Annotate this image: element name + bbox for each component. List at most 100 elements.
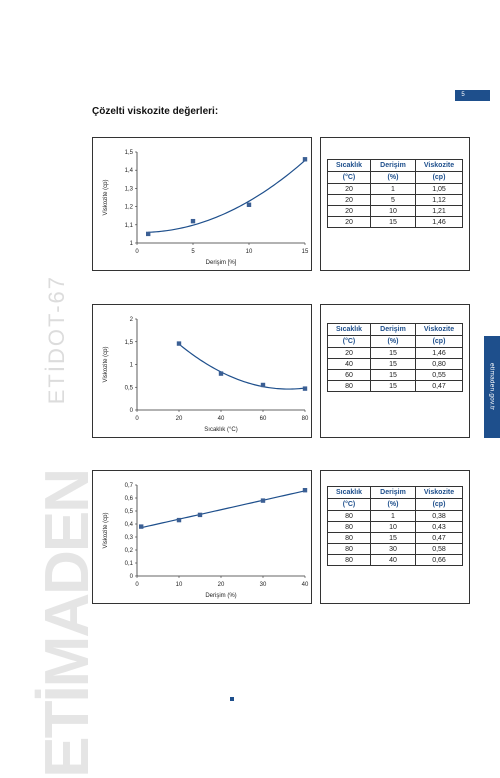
table-box-3: Sıcaklık Derişim Viskozite (°C) (%) (cp) 80 1 0,… <box>320 470 470 604</box>
y-tick-label: 0,1 <box>125 561 134 567</box>
data-point <box>176 341 182 346</box>
page-marker <box>230 697 234 701</box>
table-row: 20 5 1,12 <box>327 194 463 206</box>
table-cell: 15 <box>370 358 416 370</box>
trendline <box>178 343 306 390</box>
product-name-watermark: ETİDOT-67 <box>44 275 69 405</box>
column-header: Viskozite <box>415 159 463 172</box>
y-tick-label: 1,1 <box>125 223 134 229</box>
y-axis-title: Viskozite (cp) <box>103 513 109 549</box>
x-tick-label: 30 <box>260 582 267 588</box>
table-cell: 0,43 <box>415 521 463 533</box>
data-point <box>139 524 144 529</box>
data-point <box>146 231 151 237</box>
chart-svg: 1 1,1 1,2 1,3 1,4 1,5 0 5 10 15 Derişim [%] Viskozi… <box>103 150 309 266</box>
table-cell: 80 <box>327 510 371 522</box>
table-cell: 1,46 <box>415 216 463 228</box>
table-cell: 15 <box>370 380 416 392</box>
chart-svg: 0 0,1 0,2 0,3 0,4 0,5 0,6 0,7 0 10 20 30 40 Derişim (… <box>103 483 309 599</box>
x-tick-label: 20 <box>218 582 225 588</box>
table-cell: 60 <box>327 369 371 381</box>
table-cell: 1,46 <box>415 347 463 359</box>
data-point <box>190 218 196 224</box>
x-axis-title: Derişim [%] <box>206 260 237 266</box>
x-tick-label: 0 <box>135 249 139 255</box>
x-tick-label: 0 <box>135 582 139 588</box>
table-cell: 80 <box>327 543 371 555</box>
x-tick-label: 40 <box>218 416 225 422</box>
column-header: Derişim <box>370 159 416 172</box>
y-axis-title: Viskozite (cp) <box>103 347 109 383</box>
website-side-tab[interactable]: etimaden.gov.tr <box>484 336 500 438</box>
x-tick-label: 40 <box>302 582 309 588</box>
table-cell: 1 <box>370 510 416 522</box>
table-cell: 1,05 <box>415 183 463 195</box>
viscosity-table-3: Sıcaklık Derişim Viskozite (°C) (%) (cp) 80 1 0,… <box>327 486 463 566</box>
table-cell: 20 <box>327 205 371 217</box>
x-tick-label: 80 <box>302 416 309 422</box>
x-tick-label: 5 <box>191 249 195 255</box>
x-tick-label: 60 <box>260 416 267 422</box>
column-header: Viskozite <box>415 323 463 336</box>
viscosity-table-2: Sıcaklık Derişim Viskozite (°C) (%) (cp) 20 15 1… <box>327 323 463 392</box>
column-header: (%) <box>370 498 416 511</box>
table-cell: 0,38 <box>415 510 463 522</box>
column-header: Sıcaklık <box>327 159 371 172</box>
y-tick-label: 0 <box>130 574 134 580</box>
table-header-row: Sıcaklık Derişim Viskozite <box>327 159 463 172</box>
column-header: Derişim <box>370 323 416 336</box>
y-tick-label: 1,2 <box>125 205 134 211</box>
table-cell: 0,55 <box>415 369 463 381</box>
x-tick-label: 10 <box>176 582 183 588</box>
table-header-row: (°C) (%) (cp) <box>327 498 463 511</box>
table-cell: 0,47 <box>415 380 463 392</box>
table-cell: 80 <box>327 554 371 566</box>
y-tick-label: 1 <box>130 363 134 369</box>
y-tick-label: 0,2 <box>125 548 134 554</box>
brand-logo-text: ETİMADEN <box>33 470 102 778</box>
table-cell: 20 <box>327 216 371 228</box>
y-tick-label: 1,5 <box>125 150 134 156</box>
chart-concentration-80c: 0 0,1 0,2 0,3 0,4 0,5 0,6 0,7 0 10 20 30 40 Derişim (… <box>92 470 312 604</box>
table-cell: 0,47 <box>415 532 463 544</box>
x-tick-label: 15 <box>302 249 309 255</box>
table-cell: 0,66 <box>415 554 463 566</box>
table-row: 80 10 0,43 <box>327 521 463 533</box>
table-cell: 80 <box>327 521 371 533</box>
column-header: Sıcaklık <box>327 486 371 499</box>
column-header: Viskozite <box>415 486 463 499</box>
trendline <box>141 490 306 529</box>
x-tick-label: 10 <box>246 249 253 255</box>
page-number-tab: 5 <box>455 90 490 101</box>
table-box-1: Sıcaklık Derişim Viskozite (°C) (%) (cp) 20 1 1,… <box>320 137 470 271</box>
y-tick-label: 1,3 <box>125 186 134 192</box>
table-cell: 20 <box>327 347 371 359</box>
y-tick-label: 0,5 <box>125 509 134 515</box>
x-tick-label: 20 <box>176 416 183 422</box>
table-cell: 40 <box>327 358 371 370</box>
y-tick-label: 0,3 <box>125 535 134 541</box>
data-point <box>246 202 252 207</box>
data-point <box>302 386 308 391</box>
table-header-row: Sıcaklık Derişim Viskozite <box>327 323 463 336</box>
column-header: (°C) <box>327 498 371 511</box>
column-header: (°C) <box>327 335 371 348</box>
page-number: 5 <box>457 90 469 101</box>
table-row: 20 10 1,21 <box>327 205 463 217</box>
table-row: 40 15 0,80 <box>327 358 463 370</box>
y-tick-label: 1,4 <box>125 168 134 174</box>
column-header: (cp) <box>415 171 463 184</box>
table-row: 80 15 0,47 <box>327 532 463 544</box>
table-cell: 10 <box>370 521 416 533</box>
column-header: Derişim <box>370 486 416 499</box>
column-header: (°C) <box>327 171 371 184</box>
table-cell: 20 <box>327 194 371 206</box>
table-cell: 30 <box>370 543 416 555</box>
table-row: 80 30 0,58 <box>327 543 463 555</box>
column-header: Sıcaklık <box>327 323 371 336</box>
y-tick-label: 0,5 <box>125 385 134 391</box>
table-cell: 5 <box>370 194 416 206</box>
table-cell: 15 <box>370 369 416 381</box>
data-point <box>218 371 224 376</box>
